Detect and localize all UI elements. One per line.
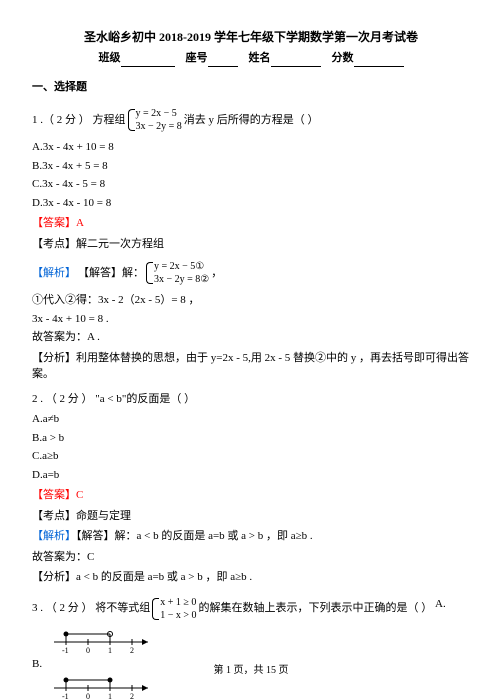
svg-text:2: 2 bbox=[130, 646, 134, 654]
q1-system: y = 2x − 5 3x − 2y = 8 bbox=[128, 107, 182, 133]
q1-jiexi-b: ， bbox=[211, 265, 222, 282]
page-footer: 第 1 页，共 15 页 bbox=[0, 663, 502, 678]
q2-conclude: 故答案为：C bbox=[32, 549, 470, 566]
class-label: 班级 bbox=[99, 52, 121, 64]
q3-stem-b: 的解集在数轴上表示，下列表示中正确的是（ ） bbox=[199, 600, 433, 617]
svg-text:1: 1 bbox=[108, 646, 112, 654]
q3-stem-a: 3 . （ 2 分 ） 将不等式组 bbox=[32, 600, 150, 617]
score-label: 分数 bbox=[332, 52, 354, 64]
seat-label: 座号 bbox=[186, 52, 208, 64]
q2-opt-a: A.a≠b bbox=[32, 411, 470, 428]
q1-opt-d: D.3x - 4x - 10 = 8 bbox=[32, 195, 470, 212]
q3-system: x + 1 ≥ 0 1 − x > 0 bbox=[152, 596, 196, 622]
jiexi-label: 【解析】 bbox=[32, 530, 76, 542]
svg-text:-1: -1 bbox=[62, 646, 69, 654]
q1-step1: ①代入②得：3x - 2（2x - 5）= 8 ， bbox=[32, 292, 470, 309]
q1-kaodian: 【考点】解二元一次方程组 bbox=[32, 236, 470, 253]
svg-text:1: 1 bbox=[108, 692, 112, 700]
q2-jiexi: 【解析】【解答】解：a < b 的反面是 a=b 或 a > b ，即 a≥b … bbox=[32, 528, 470, 545]
q1-conclude: 故答案为：A . bbox=[32, 329, 470, 346]
svg-text:0: 0 bbox=[86, 692, 90, 700]
q1-sys-l1: y = 2x − 5 bbox=[136, 108, 177, 119]
q1-opt-a: A.3x - 4x + 10 = 8 bbox=[32, 139, 470, 156]
q1-opt-b: B.3x - 4x + 5 = 8 bbox=[32, 158, 470, 175]
q1-jx-sys-l1: y = 2x − 5① bbox=[154, 261, 204, 272]
q3-numberline-a: -1 0 1 2 bbox=[48, 628, 158, 654]
q3-sys-l1: x + 1 ≥ 0 bbox=[160, 597, 196, 608]
q3-opt-a-label: A. bbox=[435, 596, 446, 613]
fill-row: 班级 座号 姓名 分数 bbox=[32, 50, 470, 67]
q1-sys-l2: 3x − 2y = 8 bbox=[136, 121, 182, 132]
q1-stem-b: 消去 y 后所得的方程是（ ） bbox=[184, 112, 319, 129]
q1-answer: 【答案】A bbox=[32, 215, 470, 232]
answer-value: A bbox=[76, 217, 84, 229]
q1-stem: 1 .（ 2 分 ） 方程组 y = 2x − 5 3x − 2y = 8 消去… bbox=[32, 107, 319, 133]
q1-fenxi: 【分析】利用整体替换的思想，由于 y=2x - 5,用 2x - 5 替换②中的… bbox=[32, 350, 470, 383]
section-heading: 一、选择题 bbox=[32, 79, 470, 96]
q2-fenxi: 【分析】a < b 的反面是 a=b 或 a > b ，即 a≥b . bbox=[32, 569, 470, 586]
svg-text:2: 2 bbox=[130, 692, 134, 700]
q2-opt-c: C.a≥b bbox=[32, 448, 470, 465]
q1-opt-c: C.3x - 4x - 5 = 8 bbox=[32, 176, 470, 193]
answer-label: 【答案】 bbox=[32, 489, 76, 501]
q1-jiexi-row: 【解析】 【解答】解： y = 2x − 5① 3x − 2y = 8② ， bbox=[32, 260, 222, 286]
q1-stem-a: 1 .（ 2 分 ） 方程组 bbox=[32, 112, 126, 129]
q1-step2: 3x - 4x + 10 = 8 . bbox=[32, 311, 470, 328]
q2-opt-d: D.a=b bbox=[32, 467, 470, 484]
svg-text:-1: -1 bbox=[62, 692, 69, 700]
name-label: 姓名 bbox=[249, 52, 271, 64]
svg-text:0: 0 bbox=[86, 646, 90, 654]
q2-answer: 【答案】C bbox=[32, 487, 470, 504]
q3-sys-l2: 1 − x > 0 bbox=[160, 610, 196, 621]
q1-jiexi-a: 【解答】解： bbox=[78, 265, 144, 282]
answer-label: 【答案】 bbox=[32, 217, 76, 229]
jiexi-label: 【解析】 bbox=[32, 265, 76, 282]
q1-jx-sys-l2: 3x − 2y = 8② bbox=[154, 274, 209, 285]
exam-title: 圣水峪乡初中 2018-2019 学年七年级下学期数学第一次月考试卷 bbox=[32, 28, 470, 46]
q1-jiexi-system: y = 2x − 5① 3x − 2y = 8② bbox=[146, 260, 209, 286]
q2-stem: 2 . （ 2 分 ） "a < b"的反面是（ ） bbox=[32, 391, 470, 408]
answer-value: C bbox=[76, 489, 83, 501]
q2-jiexi-text: 【解答】解：a < b 的反面是 a=b 或 a > b ，即 a≥b . bbox=[76, 530, 313, 542]
q2-kaodian: 【考点】命题与定理 bbox=[32, 508, 470, 525]
q3-stem: 3 . （ 2 分 ） 将不等式组 x + 1 ≥ 0 1 − x > 0 的解… bbox=[32, 596, 432, 622]
q2-opt-b: B.a > b bbox=[32, 430, 470, 447]
